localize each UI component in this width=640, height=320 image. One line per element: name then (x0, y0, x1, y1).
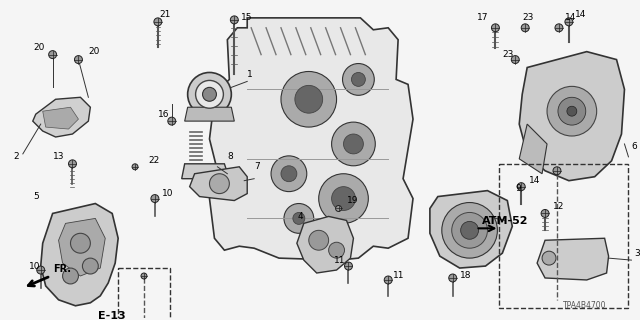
Polygon shape (297, 216, 353, 273)
Polygon shape (537, 238, 609, 280)
Text: 16: 16 (158, 110, 170, 119)
Bar (118, 268, 170, 320)
Circle shape (328, 242, 344, 258)
Circle shape (332, 122, 375, 166)
Text: 22: 22 (148, 156, 159, 165)
Text: 11: 11 (393, 271, 404, 281)
Circle shape (168, 117, 176, 125)
Circle shape (442, 203, 497, 258)
Text: 15: 15 (241, 13, 253, 22)
Text: 14: 14 (575, 10, 586, 20)
Polygon shape (519, 52, 625, 181)
Circle shape (555, 24, 563, 32)
Text: 10: 10 (162, 189, 173, 198)
Circle shape (202, 87, 216, 101)
Text: 19: 19 (346, 196, 358, 205)
Text: 9: 9 (515, 184, 521, 193)
Circle shape (132, 164, 138, 170)
Text: 14: 14 (565, 13, 576, 22)
Text: 21: 21 (159, 10, 170, 20)
Polygon shape (41, 204, 118, 306)
Text: 14: 14 (529, 176, 541, 185)
Circle shape (308, 230, 328, 250)
Polygon shape (519, 124, 547, 174)
Circle shape (319, 174, 369, 223)
Circle shape (565, 18, 573, 26)
Circle shape (335, 205, 342, 212)
Circle shape (36, 266, 45, 274)
Text: 8: 8 (227, 152, 233, 161)
Bar (499, 164, 628, 308)
Circle shape (295, 85, 323, 113)
Circle shape (351, 72, 365, 86)
Circle shape (384, 276, 392, 284)
Circle shape (188, 72, 231, 116)
Circle shape (567, 106, 577, 116)
Circle shape (461, 221, 479, 239)
Text: 1: 1 (247, 70, 253, 79)
Circle shape (63, 268, 79, 284)
Circle shape (68, 160, 76, 168)
Circle shape (83, 258, 99, 274)
Text: 20: 20 (88, 47, 100, 56)
Circle shape (74, 56, 83, 64)
Text: 6: 6 (632, 142, 637, 151)
Circle shape (151, 195, 159, 203)
Circle shape (553, 167, 561, 175)
Circle shape (521, 24, 529, 32)
Circle shape (230, 16, 238, 24)
Text: 3: 3 (634, 249, 640, 258)
Circle shape (541, 210, 549, 217)
Polygon shape (43, 107, 79, 129)
Circle shape (344, 262, 353, 270)
Text: 10: 10 (29, 261, 40, 271)
Polygon shape (189, 167, 247, 201)
Polygon shape (59, 219, 105, 276)
Text: 23: 23 (522, 13, 534, 22)
Text: 18: 18 (460, 271, 471, 281)
Circle shape (452, 212, 488, 248)
Circle shape (284, 204, 314, 233)
Text: 13: 13 (53, 152, 65, 161)
Circle shape (517, 183, 525, 191)
Circle shape (332, 187, 355, 211)
Circle shape (49, 51, 56, 59)
Text: 20: 20 (33, 43, 44, 52)
Circle shape (271, 156, 307, 192)
Circle shape (511, 56, 519, 64)
Text: 11: 11 (333, 256, 345, 265)
Text: 5: 5 (33, 192, 38, 201)
Circle shape (344, 134, 364, 154)
Circle shape (342, 64, 374, 95)
Text: 4: 4 (298, 212, 303, 221)
Text: 7: 7 (254, 162, 260, 171)
Text: ATM-52: ATM-52 (481, 216, 528, 226)
Circle shape (154, 18, 162, 26)
Circle shape (70, 233, 90, 253)
Circle shape (281, 71, 337, 127)
Polygon shape (209, 18, 413, 260)
Polygon shape (430, 191, 512, 268)
Circle shape (141, 273, 147, 279)
Circle shape (558, 97, 586, 125)
Circle shape (542, 251, 556, 265)
Text: E-13: E-13 (99, 311, 126, 320)
Circle shape (547, 86, 596, 136)
Text: 2: 2 (13, 152, 19, 161)
Polygon shape (33, 97, 90, 137)
Text: 17: 17 (477, 13, 488, 22)
Circle shape (492, 24, 499, 32)
Circle shape (209, 174, 229, 194)
Text: FR.: FR. (52, 264, 70, 274)
Polygon shape (185, 107, 234, 121)
Text: 12: 12 (553, 202, 564, 211)
Circle shape (281, 166, 297, 182)
Circle shape (196, 80, 223, 108)
Circle shape (293, 212, 305, 224)
Circle shape (449, 274, 457, 282)
Text: 23: 23 (502, 50, 514, 59)
Polygon shape (182, 164, 229, 179)
Text: TPA4B4700: TPA4B4700 (563, 301, 607, 310)
